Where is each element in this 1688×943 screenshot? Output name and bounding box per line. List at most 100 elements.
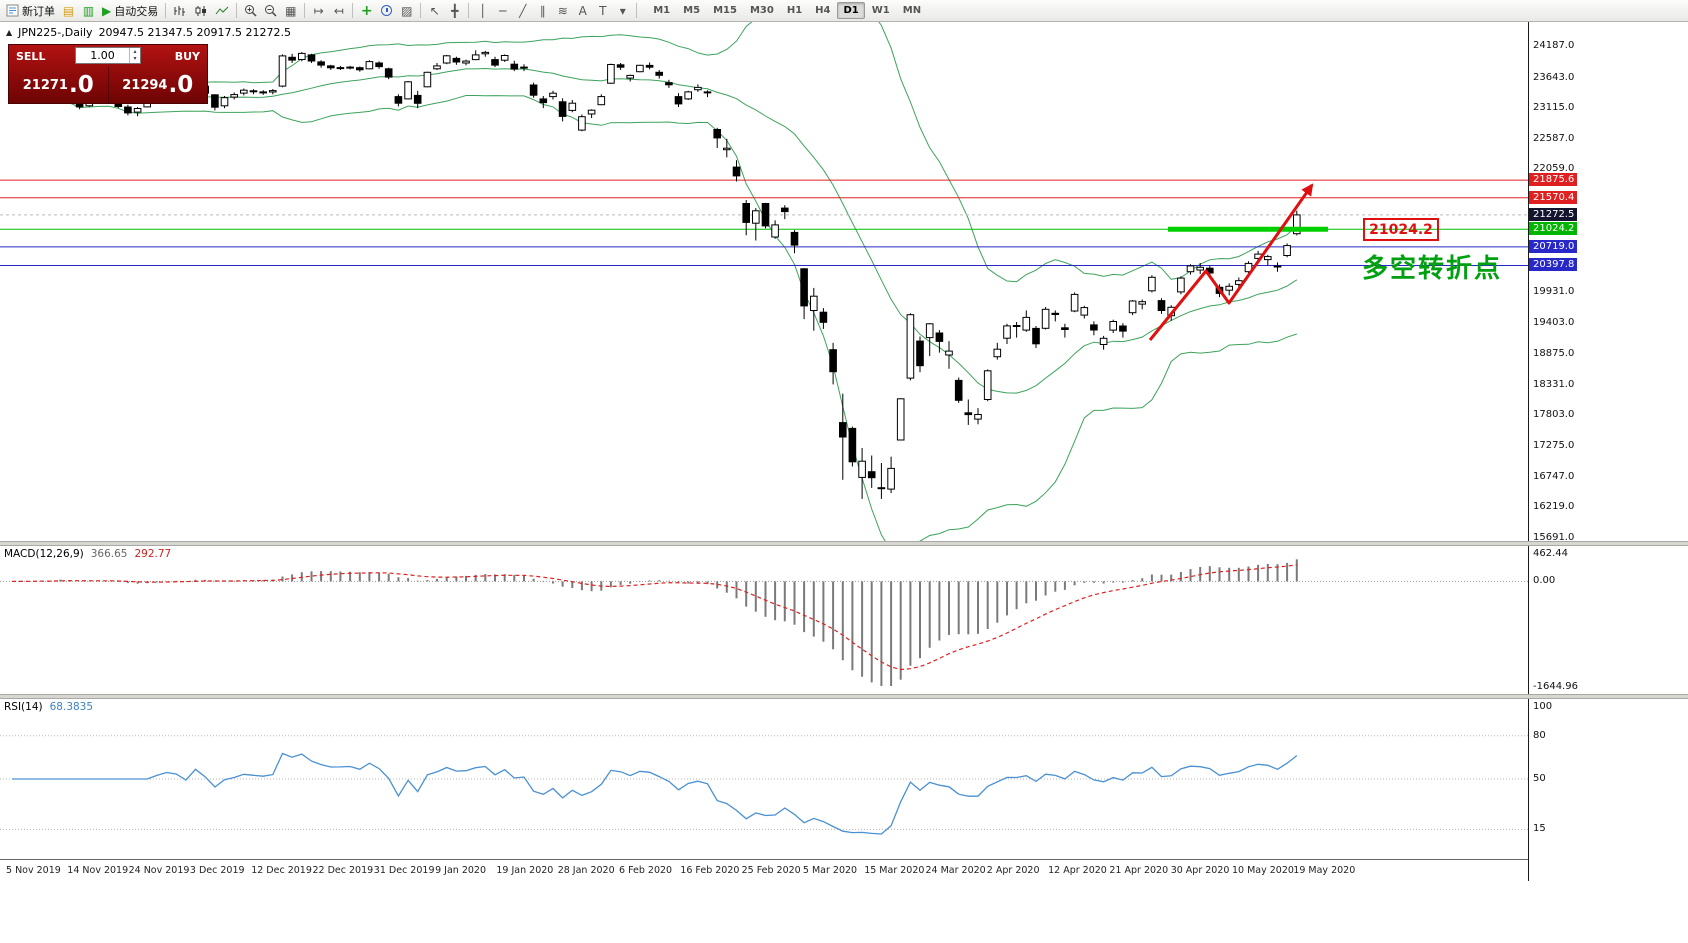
periods-button[interactable] xyxy=(377,1,396,20)
timeframe-m30-button[interactable]: M30 xyxy=(749,5,774,16)
support-price-annotation[interactable]: 21024.2 xyxy=(1363,218,1439,241)
buy-price-big: .0 xyxy=(168,71,194,98)
timeframe-d1-button[interactable]: D1 xyxy=(837,2,865,19)
rsi-scale-label: 80 xyxy=(1533,729,1546,741)
shapes-button[interactable]: ▾ xyxy=(613,1,632,20)
chart-window: ▲ JPN225-,Daily 20947.5 21347.5 20917.5 … xyxy=(0,22,1688,943)
horizontal-line-button[interactable]: ─ xyxy=(493,1,512,20)
cursor-button[interactable]: ↖ xyxy=(425,1,444,20)
buy-price: 21294 xyxy=(122,77,168,93)
auto-scroll-button[interactable]: ↦ xyxy=(309,1,328,20)
rsi-splitter[interactable] xyxy=(0,694,1688,699)
auto-trading-button[interactable]: ▶ 自动交易 xyxy=(99,1,161,20)
date-label: 15 Mar 2020 xyxy=(864,865,925,876)
timeframe-w1-button[interactable]: W1 xyxy=(871,5,890,16)
timeframe-m15-button[interactable]: M15 xyxy=(713,5,737,16)
auto-trading-label: 自动交易 xyxy=(114,4,159,18)
tile-windows-button[interactable]: ▦ xyxy=(281,1,300,20)
zoom-in-button[interactable] xyxy=(241,1,260,20)
chart-ohlc-values: 20947.5 21347.5 20917.5 21272.5 xyxy=(98,26,292,39)
shapes-dropdown-icon: ▾ xyxy=(619,3,626,18)
price-scale-label: 19931.0 xyxy=(1533,286,1575,298)
date-label: 6 Feb 2020 xyxy=(619,865,673,876)
turning-point-annotation[interactable]: 多空转折点 xyxy=(1362,254,1503,284)
timeframe-bar: M1 M5 M15 M30 H1 H4 D1 W1 MN xyxy=(647,2,927,19)
date-label: 12 Dec 2019 xyxy=(251,865,312,876)
date-label: 12 Apr 2020 xyxy=(1048,865,1107,876)
buy-label: BUY xyxy=(174,50,200,63)
rsi-label: RSI(14) 68.3835 xyxy=(4,701,93,713)
price-scale-label: 18875.0 xyxy=(1533,347,1575,359)
trade-panel-top-row: SELL 1.00 ▴ ▾ BUY xyxy=(9,45,207,67)
chart-shift-button[interactable]: ↤ xyxy=(329,1,348,20)
time-axis[interactable]: 5 Nov 2019 14 Nov 2019 24 Nov 2019 3 Dec 20… xyxy=(0,859,1528,881)
macd-pane[interactable]: MACD(12,26,9) 366.65 292.77 xyxy=(0,546,1528,694)
market-watch-button[interactable]: ▥ xyxy=(79,1,98,20)
sell-button[interactable]: 21271 .0 xyxy=(9,67,109,103)
volume-up-icon[interactable]: ▴ xyxy=(133,47,137,55)
price-scale-label: 24187.0 xyxy=(1533,40,1575,52)
buy-button[interactable]: 21294 .0 xyxy=(109,67,208,103)
rsi-pane[interactable]: RSI(14) 68.3835 xyxy=(0,699,1528,859)
channel-icon: ∥ xyxy=(539,3,546,18)
macd-splitter[interactable] xyxy=(0,541,1688,546)
fibonacci-button[interactable]: ≋ xyxy=(553,1,572,20)
macd-scale-max: 462.44 xyxy=(1533,548,1568,559)
timeframe-h1-button[interactable]: H1 xyxy=(786,5,803,16)
date-label: 9 Jan 2020 xyxy=(435,865,486,876)
volume-input[interactable]: 1.00 ▴ ▾ xyxy=(75,47,141,64)
price-scale-label: 17275.0 xyxy=(1533,439,1575,451)
timeframe-mn-button[interactable]: MN xyxy=(902,5,922,16)
date-label: 5 Mar 2020 xyxy=(802,865,858,876)
timeframe-m5-button[interactable]: M5 xyxy=(683,5,701,16)
date-label: 14 Nov 2019 xyxy=(67,865,129,876)
price-tag: 21570.4 xyxy=(1529,190,1577,204)
date-label: 25 Feb 2020 xyxy=(741,865,801,876)
toolbar-separator xyxy=(420,3,422,18)
one-click-collapse-icon[interactable]: ▲ xyxy=(6,28,13,37)
line-chart-button[interactable] xyxy=(212,1,232,20)
crosshair-icon: ╋ xyxy=(451,3,459,18)
macd-canvas[interactable] xyxy=(0,546,1528,694)
timeframe-h4-button[interactable]: H4 xyxy=(815,5,831,16)
price-chart-pane[interactable]: ▲ JPN225-,Daily 20947.5 21347.5 20917.5 … xyxy=(0,22,1528,541)
price-chart-canvas[interactable] xyxy=(0,22,1528,541)
price-scale-label: 15691.0 xyxy=(1533,531,1575,543)
toolbar-separator xyxy=(304,3,306,18)
templates-button[interactable]: ▨ xyxy=(397,1,416,20)
macd-scale-zero: 0.00 xyxy=(1533,575,1556,587)
rsi-canvas[interactable] xyxy=(0,699,1528,859)
crosshair-button[interactable]: ╋ xyxy=(445,1,464,20)
toolbar-separator xyxy=(636,3,638,18)
vertical-line-button[interactable]: │ xyxy=(473,1,492,20)
tile-windows-icon: ▦ xyxy=(285,3,297,18)
volume-spinner[interactable]: ▴ ▾ xyxy=(129,48,140,63)
date-label: 19 Jan 2020 xyxy=(496,865,554,876)
text-button[interactable]: A xyxy=(573,1,592,20)
price-scale[interactable]: 24187.0 23643.0 23115.0 22587.0 22059.0 19931… xyxy=(1528,22,1688,881)
bar-chart-button[interactable] xyxy=(170,1,190,20)
label-button[interactable]: T xyxy=(593,1,612,20)
sell-label: SELL xyxy=(16,50,46,63)
zoom-out-button[interactable] xyxy=(261,1,280,20)
macd-label: MACD(12,26,9) 366.65 292.77 xyxy=(4,548,171,560)
rsi-scale-label: 15 xyxy=(1533,823,1546,835)
volume-value[interactable]: 1.00 xyxy=(90,49,115,62)
vertical-line-icon: │ xyxy=(479,3,487,18)
macd-scale-min: -1644.96 xyxy=(1533,681,1578,692)
volume-down-icon[interactable]: ▾ xyxy=(133,55,137,63)
date-label: 10 May 2020 xyxy=(1232,865,1294,876)
channel-button[interactable]: ∥ xyxy=(533,1,552,20)
price-tag: 21272.5 xyxy=(1529,207,1577,221)
indicators-button[interactable]: + xyxy=(357,1,376,20)
price-tag: 21024.2 xyxy=(1529,222,1577,236)
new-order-button[interactable]: 新订单 xyxy=(3,1,58,20)
candlestick-chart-button[interactable] xyxy=(191,1,211,20)
chart-profiles-button[interactable]: ▤ xyxy=(59,1,78,20)
trendline-button[interactable]: ╱ xyxy=(513,1,532,20)
macd-signal-value: 292.77 xyxy=(134,548,172,560)
rsi-value: 68.3835 xyxy=(49,701,94,713)
cursor-icon: ↖ xyxy=(429,3,440,18)
timeframe-m1-button[interactable]: M1 xyxy=(653,5,671,16)
price-scale-label: 23643.0 xyxy=(1533,71,1575,83)
